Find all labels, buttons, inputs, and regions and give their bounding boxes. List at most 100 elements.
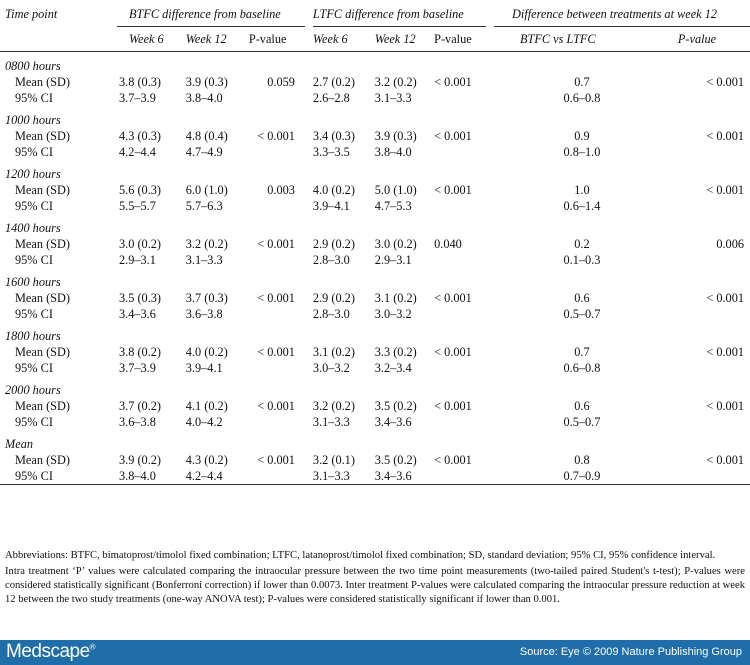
gap-cell [305, 144, 313, 160]
gap-cell [486, 182, 494, 198]
row-label-mean: Mean (SD) [15, 345, 70, 359]
timepoint-row: 1800 hours [0, 328, 750, 344]
btfc-week6-mean: 5.6 (0.3) [119, 183, 162, 197]
btfc-pvalue: < 0.001 [257, 453, 295, 467]
empty-cell [670, 468, 750, 485]
gap-cell [305, 182, 313, 198]
timepoint-row: 1400 hours [0, 220, 750, 236]
ltfc-week6-ci: 3.9–4.1 [312, 199, 350, 213]
empty-cell [434, 252, 486, 268]
gap-cell [305, 468, 313, 485]
timepoint-label: 1000 hours [5, 113, 61, 127]
timepoint-label: Mean [5, 437, 33, 451]
group-header-btfc: BTFC difference from baseline [117, 0, 305, 27]
gap-cell [305, 74, 313, 90]
ltfc-week6-ci: 3.0–3.2 [312, 361, 350, 375]
ltfc-week6-mean: 2.7 (0.2) [312, 75, 355, 89]
row-label-mean: Mean (SD) [15, 129, 70, 143]
diff-ci: 0.5–0.7 [563, 415, 601, 429]
mean-row: Mean (SD) 4.3 (0.3) 4.8 (0.4) < 0.001 3.4 (0… [0, 128, 750, 144]
empty-cell [243, 198, 305, 214]
ci-row: 95% CI 3.8–4.0 4.2–4.4 3.1–3.3 3.4–3.6 0.7–0.… [0, 468, 750, 485]
ci-row: 95% CI 3.6–3.8 4.0–4.2 3.1–3.3 3.4–3.6 0.5–0.… [0, 414, 750, 430]
empty-cell [670, 414, 750, 430]
gap-cell [305, 90, 313, 106]
mean-row: Mean (SD) 3.9 (0.2) 4.3 (0.2) < 0.001 3.2 (0… [0, 452, 750, 468]
mean-row: Mean (SD) 3.8 (0.3) 3.9 (0.3) 0.059 2.7 (0.2… [0, 74, 750, 90]
btfc-week12-ci: 4.0–4.2 [185, 415, 223, 429]
ltfc-pvalue: < 0.001 [434, 453, 472, 467]
row-label-ci: 95% CI [15, 91, 53, 105]
btfc-week6-ci: 4.2–4.4 [119, 145, 156, 159]
gap-cell [486, 74, 494, 90]
ltfc-week6-ci: 2.8–3.0 [312, 307, 350, 321]
diff-ci: 0.8–1.0 [563, 145, 601, 159]
btfc-week6-ci: 3.6–3.8 [119, 415, 156, 429]
diff-ci: 0.6–0.8 [563, 361, 601, 375]
empty-cell [243, 306, 305, 322]
btfc-week12-mean: 4.1 (0.2) [185, 399, 228, 413]
subheader-btfc-vs-ltfc: BTFC vs LTFC [520, 32, 596, 46]
btfc-week12-ci: 4.7–4.9 [185, 145, 223, 159]
row-label-mean: Mean (SD) [15, 75, 70, 89]
empty-cell [670, 360, 750, 376]
ltfc-week12-ci: 3.8–4.0 [374, 145, 412, 159]
gap-cell [305, 306, 313, 322]
header-row-groups: Time point BTFC difference from baseline… [0, 0, 750, 27]
empty-cell [434, 360, 486, 376]
row-label-ci: 95% CI [15, 469, 53, 483]
btfc-week6-mean: 3.8 (0.2) [119, 345, 162, 359]
diff-mean: 0.9 [574, 129, 590, 143]
ltfc-week6-mean: 3.2 (0.1) [312, 453, 355, 467]
row-label-ci: 95% CI [15, 199, 53, 213]
btfc-pvalue: < 0.001 [257, 129, 295, 143]
diff-ci: 0.7–0.9 [563, 469, 601, 483]
gap-cell [305, 452, 313, 468]
group-header-ltfc: LTFC difference from baseline [312, 0, 487, 27]
group-header-diff: Difference between treatments at week 12 [494, 0, 750, 27]
timepoint-row: 1000 hours [0, 112, 750, 128]
ltfc-week12-mean: 5.0 (1.0) [374, 183, 417, 197]
ci-row: 95% CI 3.7–3.9 3.8–4.0 2.6–2.8 3.1–3.3 0.6–0.… [0, 90, 750, 106]
btfc-week12-ci: 3.8–4.0 [185, 91, 223, 105]
diff-mean: 0.6 [574, 399, 590, 413]
btfc-week6-mean: 3.0 (0.2) [119, 237, 162, 251]
btfc-week12-mean: 3.9 (0.3) [185, 75, 228, 89]
ci-row: 95% CI 3.7–3.9 3.9–4.1 3.0–3.2 3.2–3.4 0.6–0.… [0, 360, 750, 376]
gap-cell [305, 198, 313, 214]
diff-pvalue: < 0.001 [706, 345, 744, 359]
ltfc-pvalue: < 0.001 [434, 291, 472, 305]
empty-cell [670, 90, 750, 106]
row-label-mean: Mean (SD) [15, 183, 70, 197]
gap-cell [486, 128, 494, 144]
btfc-week6-ci: 3.8–4.0 [119, 469, 156, 483]
row-label-ci: 95% CI [15, 253, 53, 267]
ltfc-week12-mean: 3.3 (0.2) [374, 345, 417, 359]
empty-cell [670, 252, 750, 268]
empty-cell [434, 90, 486, 106]
gap-cell [486, 398, 494, 414]
gap-cell [486, 414, 494, 430]
empty-cell [434, 414, 486, 430]
btfc-week6-mean: 3.8 (0.3) [119, 75, 162, 89]
subheader-btfc-week12: Week 12 [185, 32, 227, 46]
subheader-ltfc-pvalue: P-value [434, 32, 472, 46]
gap-cell [486, 344, 494, 360]
diff-pvalue: < 0.001 [706, 453, 744, 467]
logo-registered-mark: ® [89, 642, 96, 652]
gap-cell [305, 414, 313, 430]
ltfc-week6-ci: 2.6–2.8 [312, 91, 350, 105]
ltfc-week6-mean: 4.0 (0.2) [312, 183, 355, 197]
ltfc-week12-ci: 3.0–3.2 [374, 307, 412, 321]
btfc-pvalue: < 0.001 [257, 345, 295, 359]
header-row-sub: Week 6 Week 12 P-value Week 6 Week 12 P-… [0, 27, 750, 52]
mean-row: Mean (SD) 3.5 (0.3) 3.7 (0.3) < 0.001 2.9 (0… [0, 290, 750, 306]
mean-row: Mean (SD) 3.0 (0.2) 3.2 (0.2) < 0.001 2.9 (0… [0, 236, 750, 252]
footnote-abbreviations: Abbreviations: BTFC, bimatoprost/timolol… [5, 550, 716, 561]
spacer-row [0, 485, 750, 492]
timepoint-label: 1600 hours [5, 275, 61, 289]
gap-cell [305, 398, 313, 414]
ltfc-pvalue: < 0.001 [434, 399, 472, 413]
ltfc-week12-mean: 3.5 (0.2) [374, 453, 417, 467]
